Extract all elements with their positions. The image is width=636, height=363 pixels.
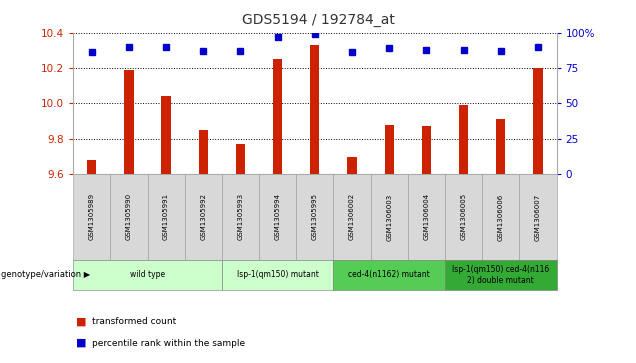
Bar — [385, 125, 394, 174]
Bar — [496, 119, 506, 174]
Bar — [422, 126, 431, 174]
Text: GSM1306007: GSM1306007 — [535, 193, 541, 241]
Text: ■: ■ — [76, 338, 87, 348]
Text: GSM1305989: GSM1305989 — [89, 193, 95, 240]
Text: GSM1306002: GSM1306002 — [349, 193, 355, 240]
Text: GSM1306003: GSM1306003 — [386, 193, 392, 241]
Text: GSM1305994: GSM1305994 — [275, 193, 280, 240]
Text: transformed count: transformed count — [92, 317, 176, 326]
Text: GSM1305993: GSM1305993 — [237, 193, 244, 240]
Text: GSM1306006: GSM1306006 — [498, 193, 504, 241]
Bar — [533, 68, 543, 174]
Text: ■: ■ — [76, 316, 87, 326]
Text: genotype/variation ▶: genotype/variation ▶ — [1, 270, 90, 280]
Bar — [87, 160, 97, 174]
Text: percentile rank within the sample: percentile rank within the sample — [92, 339, 245, 347]
Bar — [162, 97, 170, 174]
Text: GSM1305990: GSM1305990 — [126, 193, 132, 240]
Text: GSM1305995: GSM1305995 — [312, 193, 318, 240]
Bar — [198, 130, 208, 174]
Text: GSM1306005: GSM1306005 — [460, 193, 467, 240]
Bar — [273, 59, 282, 174]
Text: lsp-1(qm150) ced-4(n116
2) double mutant: lsp-1(qm150) ced-4(n116 2) double mutant — [452, 265, 550, 285]
Text: GSM1305992: GSM1305992 — [200, 193, 206, 240]
Text: wild type: wild type — [130, 270, 165, 280]
Bar — [347, 156, 357, 174]
Bar — [236, 144, 245, 174]
Text: GSM1306004: GSM1306004 — [424, 193, 429, 240]
Text: GSM1305991: GSM1305991 — [163, 193, 169, 240]
Bar — [310, 45, 319, 174]
Text: lsp-1(qm150) mutant: lsp-1(qm150) mutant — [237, 270, 319, 280]
Bar — [124, 70, 134, 174]
Bar — [459, 105, 468, 174]
Text: GDS5194 / 192784_at: GDS5194 / 192784_at — [242, 13, 394, 27]
Text: ced-4(n1162) mutant: ced-4(n1162) mutant — [349, 270, 430, 280]
